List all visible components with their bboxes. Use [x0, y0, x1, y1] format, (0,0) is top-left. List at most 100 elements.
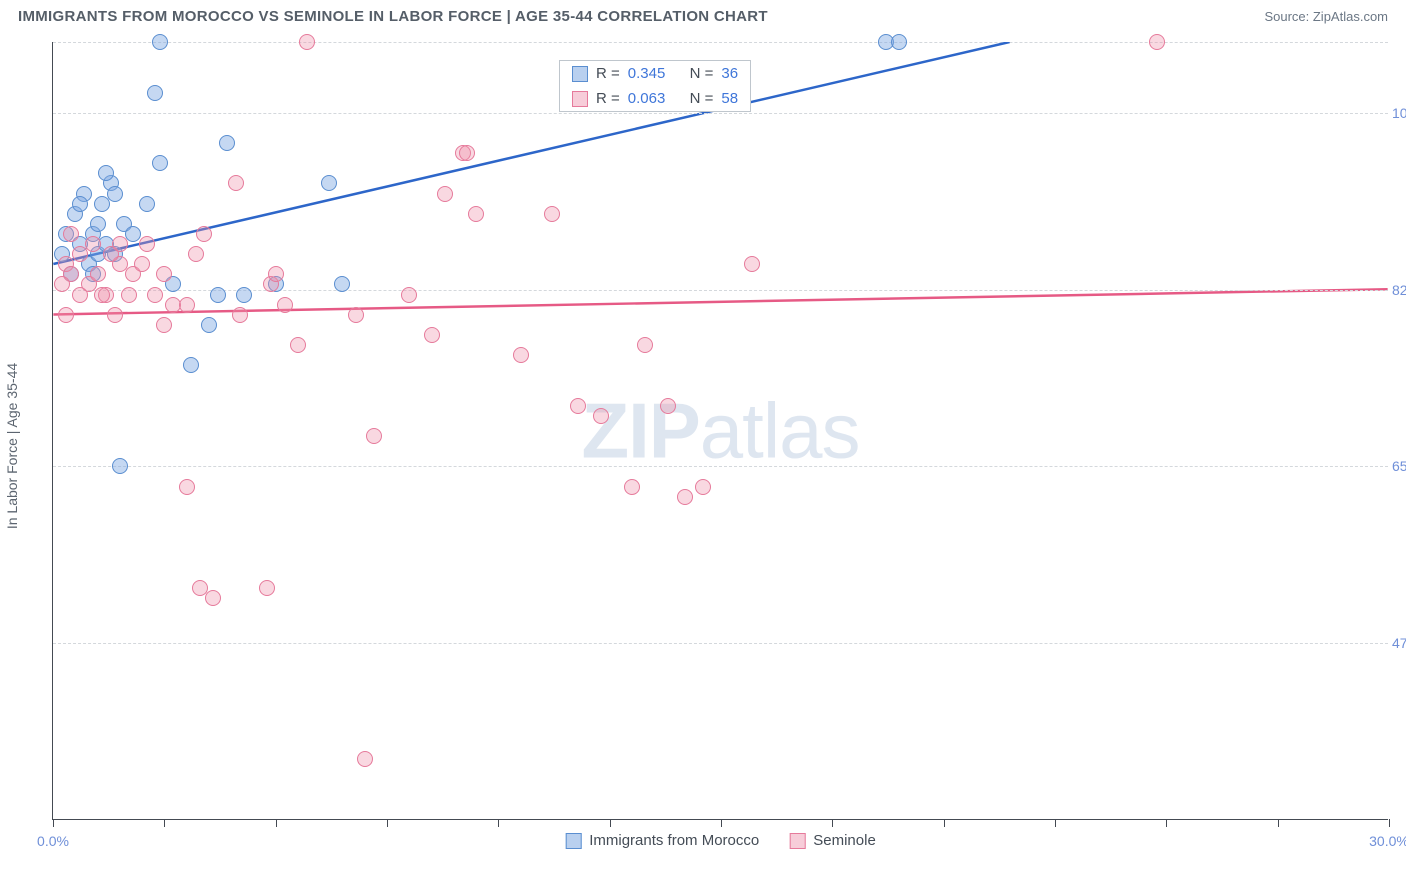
data-point: [152, 34, 168, 50]
data-point: [210, 287, 226, 303]
data-point: [544, 206, 560, 222]
data-point: [570, 398, 586, 414]
data-point: [112, 236, 128, 252]
data-point: [179, 297, 195, 313]
scatter-plot-area: ZIPatlas 47.5%65.0%82.5%100.0%0.0%30.0%R…: [52, 42, 1388, 820]
x-tick: [610, 819, 611, 827]
stats-row: R = 0.345 N = 36: [560, 61, 750, 86]
data-point: [299, 34, 315, 50]
stat-n-value: 36: [721, 65, 738, 82]
data-point: [58, 307, 74, 323]
stat-label: R =: [596, 90, 620, 107]
data-point: [112, 458, 128, 474]
data-point: [85, 236, 101, 252]
data-point: [437, 186, 453, 202]
data-point: [72, 246, 88, 262]
data-point: [637, 337, 653, 353]
correlation-stats-box: R = 0.345 N = 36 R = 0.063 N = 58: [559, 60, 751, 112]
data-point: [179, 479, 195, 495]
legend-item: Seminole: [789, 832, 876, 849]
data-point: [660, 398, 676, 414]
x-tick-label: 0.0%: [37, 833, 69, 849]
data-point: [290, 337, 306, 353]
data-point: [54, 276, 70, 292]
x-tick-label: 30.0%: [1369, 833, 1406, 849]
data-point: [334, 276, 350, 292]
gridline: [53, 466, 1388, 467]
data-point: [152, 155, 168, 171]
data-point: [156, 266, 172, 282]
stat-r-value: 0.345: [628, 65, 666, 82]
legend-swatch: [789, 833, 805, 849]
data-point: [90, 216, 106, 232]
data-point: [593, 408, 609, 424]
data-point: [196, 226, 212, 242]
data-point: [147, 287, 163, 303]
data-point: [624, 479, 640, 495]
gridline: [53, 290, 1388, 291]
x-tick: [1166, 819, 1167, 827]
data-point: [94, 287, 110, 303]
data-point: [424, 327, 440, 343]
data-point: [107, 186, 123, 202]
x-tick: [387, 819, 388, 827]
gridline: [53, 643, 1388, 644]
data-point: [188, 246, 204, 262]
legend-swatch: [572, 91, 588, 107]
data-point: [228, 175, 244, 191]
data-point: [268, 266, 284, 282]
data-point: [1149, 34, 1165, 50]
legend-label: Immigrants from Morocco: [589, 832, 759, 849]
stat-label: N =: [690, 90, 714, 107]
x-tick: [1278, 819, 1279, 827]
data-point: [134, 256, 150, 272]
top-gridline: [53, 42, 1388, 43]
watermark-text: ZIPatlas: [581, 385, 859, 476]
data-point: [401, 287, 417, 303]
stat-label: R =: [596, 65, 620, 82]
data-point: [677, 489, 693, 505]
stat-n-value: 58: [721, 90, 738, 107]
data-point: [277, 297, 293, 313]
data-point: [72, 196, 88, 212]
data-point: [183, 357, 199, 373]
gridline: [53, 113, 1388, 114]
data-point: [107, 307, 123, 323]
data-point: [891, 34, 907, 50]
data-point: [94, 196, 110, 212]
trend-lines-svg: [53, 42, 1388, 819]
legend: Immigrants from Morocco Seminole: [565, 832, 876, 849]
y-axis-label: In Labor Force | Age 35-44: [4, 363, 20, 529]
x-tick: [498, 819, 499, 827]
data-point: [236, 287, 252, 303]
data-point: [232, 307, 248, 323]
x-tick: [1389, 819, 1390, 827]
data-point: [98, 165, 114, 181]
x-tick: [276, 819, 277, 827]
x-tick: [164, 819, 165, 827]
x-tick: [721, 819, 722, 827]
y-tick-label: 82.5%: [1392, 282, 1406, 298]
data-point: [459, 145, 475, 161]
x-tick: [53, 819, 54, 827]
chart-source: Source: ZipAtlas.com: [1264, 9, 1388, 24]
y-tick-label: 100.0%: [1392, 105, 1406, 121]
data-point: [139, 236, 155, 252]
data-point: [201, 317, 217, 333]
x-tick: [944, 819, 945, 827]
data-point: [321, 175, 337, 191]
data-point: [468, 206, 484, 222]
data-point: [357, 751, 373, 767]
legend-item: Immigrants from Morocco: [565, 832, 759, 849]
data-point: [63, 226, 79, 242]
stat-r-value: 0.063: [628, 90, 666, 107]
data-point: [139, 196, 155, 212]
data-point: [348, 307, 364, 323]
data-point: [90, 266, 106, 282]
stat-label: N =: [690, 65, 714, 82]
chart-title: IMMIGRANTS FROM MOROCCO VS SEMINOLE IN L…: [18, 8, 768, 25]
data-point: [156, 317, 172, 333]
data-point: [219, 135, 235, 151]
data-point: [121, 287, 137, 303]
data-point: [259, 580, 275, 596]
